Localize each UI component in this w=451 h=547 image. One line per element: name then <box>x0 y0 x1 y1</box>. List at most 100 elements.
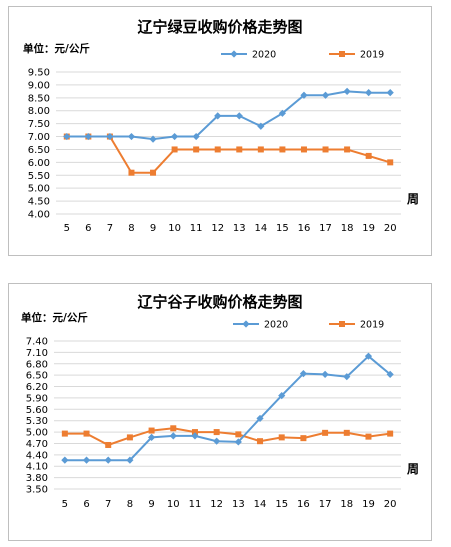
x-axis-label: 周 <box>407 192 419 206</box>
legend-marker-2019 <box>339 321 345 327</box>
y-tick-label: 6.50 <box>26 371 48 382</box>
data-point-2019 <box>344 146 351 153</box>
data-point-2019 <box>148 427 155 434</box>
x-tick-label: 10 <box>167 499 180 510</box>
data-point-2020 <box>386 89 394 97</box>
y-tick-label: 6.00 <box>28 158 50 169</box>
chart-title: 辽宁绿豆收购价格走势图 <box>137 18 302 36</box>
x-tick-label: 15 <box>275 499 288 510</box>
y-tick-label: 7.50 <box>28 119 50 130</box>
data-point-2020 <box>321 91 330 99</box>
chart-panel-millet: 辽宁谷子收购价格走势图 单位：元/公斤 周 7.40 7.10 6.80 6.50 6.… <box>8 283 432 541</box>
x-tick-label: 7 <box>105 499 111 510</box>
data-point-2019 <box>300 146 307 153</box>
legend-label-2020: 2020 <box>252 50 276 61</box>
data-point-2020 <box>365 89 373 97</box>
data-point-2020 <box>170 132 179 141</box>
x-tick-label: 17 <box>319 499 332 510</box>
y-tick-label: 4.70 <box>26 439 48 450</box>
y-tick-label: 5.50 <box>28 171 50 182</box>
data-point-2020 <box>257 122 265 130</box>
y-tick-label: 5.00 <box>28 184 50 195</box>
x-axis-label: 周 <box>407 462 419 476</box>
x-tick-label: 20 <box>384 223 397 234</box>
series-line-2019 <box>66 135 391 174</box>
data-point-2019 <box>170 425 177 432</box>
y-tick-label: 5.90 <box>26 393 48 404</box>
legend-marker-2020 <box>242 320 250 328</box>
y-tick-label: 7.00 <box>28 132 50 143</box>
y-tick-label: 9.50 <box>28 68 50 79</box>
y-tick-label: 3.50 <box>26 485 48 496</box>
y-tick-label: 6.50 <box>28 145 50 156</box>
data-point-2020 <box>300 91 308 99</box>
legend-label-2019: 2019 <box>360 320 384 331</box>
x-tick-label: 19 <box>362 499 375 510</box>
legend-label-2019: 2019 <box>360 50 384 61</box>
x-tick-label: 15 <box>276 223 289 234</box>
data-point-2019 <box>193 146 200 153</box>
x-tick-label: 5 <box>64 223 70 234</box>
data-point-2019 <box>365 152 372 159</box>
data-point-2019 <box>322 146 329 153</box>
y-tick-label: 6.80 <box>26 359 48 370</box>
y-tick-label: 4.10 <box>26 462 48 473</box>
data-point-2019 <box>235 431 242 438</box>
series-line-2019 <box>64 427 391 447</box>
unit-label: 单位：元/公斤 <box>23 42 90 55</box>
data-point-2020 <box>214 112 222 120</box>
y-tick-label: 7.40 <box>26 337 48 348</box>
data-point-2019 <box>191 429 198 436</box>
legend-marker-2019 <box>339 51 345 57</box>
legend-label-2020: 2020 <box>264 320 288 331</box>
data-point-2019 <box>278 434 285 441</box>
x-tick-label: 17 <box>319 223 332 234</box>
x-tick-label: 7 <box>107 223 113 234</box>
data-point-2020 <box>256 414 264 423</box>
data-point-2019 <box>322 429 329 436</box>
x-tick-label: 13 <box>233 223 246 234</box>
x-tick-label: 6 <box>85 223 91 234</box>
data-point-2019 <box>236 146 243 153</box>
chart-svg-millet: 辽宁谷子收购价格走势图 单位：元/公斤 周 7.407.106.806.506.… <box>21 293 419 510</box>
x-tick-label: 20 <box>384 499 397 510</box>
y-tick-label: 4.40 <box>26 450 48 461</box>
chart-svg-mungbean: 辽宁绿豆收购价格走势图 单位：元/公斤 周 9.509.00 8.50 8.00 7.… <box>23 18 419 234</box>
data-point-2019 <box>171 146 178 153</box>
data-point-2020 <box>149 135 157 143</box>
y-tick-label: 6.20 <box>26 382 48 393</box>
x-tick-label: 18 <box>341 223 354 234</box>
x-tick-label: 8 <box>128 223 134 234</box>
x-tick-label: 9 <box>150 223 156 234</box>
data-point-2019 <box>214 146 221 153</box>
series-line-2020 <box>64 354 391 462</box>
x-tick-label: 12 <box>211 223 224 234</box>
x-tick-label: 5 <box>62 499 68 510</box>
data-point-2020 <box>278 109 287 117</box>
data-point-2020 <box>213 437 221 445</box>
x-tick-label: 16 <box>298 223 311 234</box>
data-point-2020 <box>364 352 373 360</box>
legend-marker-2020 <box>230 50 238 58</box>
y-tick-label: 5.30 <box>26 416 48 427</box>
data-point-2019 <box>213 429 220 436</box>
unit-label: 单位：元/公斤 <box>21 311 88 324</box>
x-tick-label: 14 <box>254 223 267 234</box>
x-tick-label: 10 <box>168 223 181 234</box>
data-point-2020 <box>127 132 136 141</box>
data-point-2020 <box>192 132 200 141</box>
y-tick-label: 5.00 <box>26 428 48 439</box>
y-tick-label: 7.10 <box>26 348 48 359</box>
data-point-2019 <box>126 434 133 441</box>
data-point-2020 <box>169 432 177 440</box>
data-point-2019 <box>257 438 264 445</box>
x-tick-label: 12 <box>210 499 223 510</box>
x-tick-label: 13 <box>232 499 245 510</box>
data-point-2019 <box>365 433 372 440</box>
x-tick-label: 14 <box>254 499 267 510</box>
data-point-2019 <box>300 435 307 442</box>
y-tick-label: 4.00 <box>28 210 50 221</box>
data-point-2020 <box>343 87 351 95</box>
x-tick-label: 19 <box>362 223 375 234</box>
data-point-2019 <box>279 146 286 153</box>
